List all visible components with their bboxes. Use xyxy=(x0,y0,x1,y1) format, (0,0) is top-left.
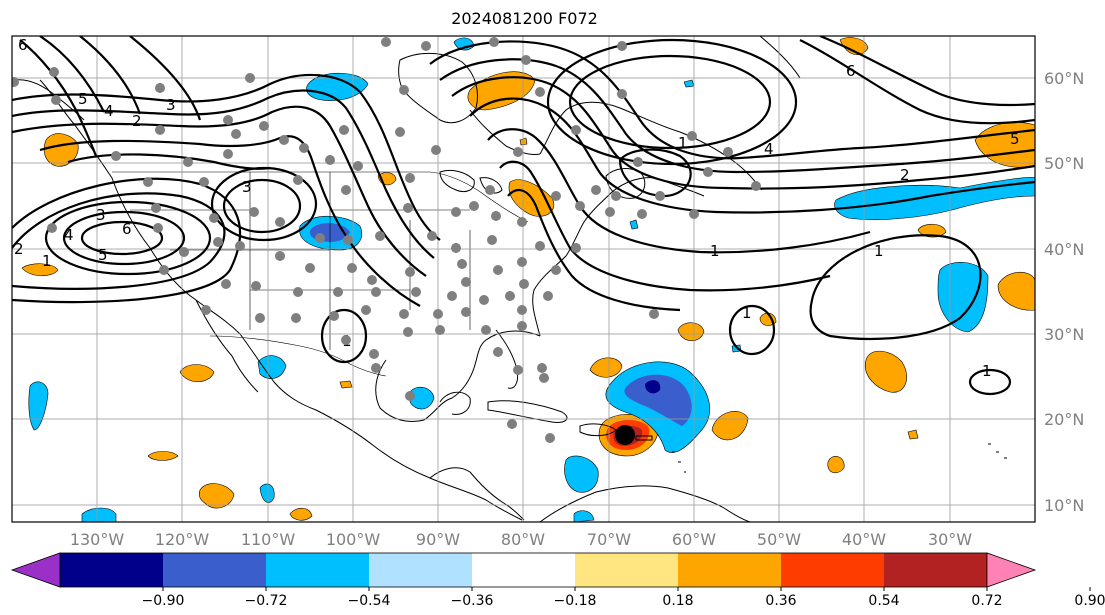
graticule xyxy=(12,36,1035,522)
colorbar-extend-low xyxy=(10,552,61,588)
borders xyxy=(112,171,529,377)
contour-label: 3 xyxy=(166,96,176,114)
map-title: 2024081200 F072 xyxy=(451,9,598,28)
latitude-labels: 60°N 50°N 40°N 30°N 20°N 10°N xyxy=(1044,69,1084,515)
map-frame xyxy=(11,35,1036,523)
lon-label: 110°W xyxy=(241,530,296,549)
contour-label: 1 xyxy=(678,134,688,152)
colorbar-tick-label: 0.54 xyxy=(868,593,899,609)
colorbar-segment xyxy=(781,553,885,587)
contour-label: 5 xyxy=(98,246,108,264)
contour-label: 6 xyxy=(18,36,28,54)
lat-label: 40°N xyxy=(1044,240,1084,259)
contour-label: 3 xyxy=(96,206,106,224)
colorbar-tick-label: 0.18 xyxy=(662,593,693,609)
contour-label: 4 xyxy=(104,102,114,120)
colorbar-segments xyxy=(59,552,988,588)
lon-label: 120°W xyxy=(155,530,210,549)
lon-label: 60°W xyxy=(672,530,716,549)
contour-label: 1 xyxy=(42,252,52,270)
contour-label: 4 xyxy=(64,226,74,244)
contour-label: 2 xyxy=(14,240,24,258)
contour-label: 1 xyxy=(982,362,992,380)
colorbar-segment xyxy=(163,553,267,587)
contour-label: 5 xyxy=(1010,130,1020,148)
colorbar-segment xyxy=(369,553,473,587)
colorbar-tick-label: 0.72 xyxy=(971,593,1002,609)
lat-label: 10°N xyxy=(1044,496,1084,515)
colorbar-tick-label: −0.90 xyxy=(142,593,185,609)
colorbar-segment xyxy=(60,553,164,587)
colorbar-tick-label: −0.72 xyxy=(245,593,288,609)
colorbar-segment xyxy=(678,553,782,587)
lat-label: 20°N xyxy=(1044,410,1084,429)
longitude-labels: 130°W 120°W 110°W 100°W 90°W 80°W 70°W 6… xyxy=(70,530,972,549)
lon-label: 70°W xyxy=(587,530,631,549)
contour-label: 6 xyxy=(122,220,132,238)
lon-label: 90°W xyxy=(416,530,460,549)
storm-center-marker xyxy=(615,425,635,445)
lon-label: 50°W xyxy=(757,530,801,549)
lon-label: 100°W xyxy=(326,530,381,549)
colorbar-segment xyxy=(884,553,988,587)
contour-label: 1 xyxy=(742,304,752,322)
contour-label: 6 xyxy=(846,62,856,80)
contour-label: 1 xyxy=(710,242,720,260)
colorbar-segment xyxy=(575,553,679,587)
contour-label: 3 xyxy=(242,178,252,196)
lon-label: 80°W xyxy=(501,530,545,549)
colorbar-tick-label: 0.90 xyxy=(1074,593,1105,609)
contour-label: 2 xyxy=(900,166,910,184)
colorbar-tick-label: −0.18 xyxy=(554,593,597,609)
colorbar-ticks: −0.90 −0.72 −0.54 −0.36 −0.18 0.18 0.36 0.54 0.7… xyxy=(142,587,1105,609)
lat-label: 50°N xyxy=(1044,154,1084,173)
colorbar-tick-label: −0.54 xyxy=(348,593,391,609)
contour-label: 2 xyxy=(132,112,142,130)
map-content: 6 5 4 3 2 1 3 6 4 5 2 3 1 6 4 5 2 1 1 1 … xyxy=(12,36,1035,522)
lon-label: 30°W xyxy=(928,530,972,549)
contour-label: 1 xyxy=(874,242,884,260)
lat-label: 60°N xyxy=(1044,69,1084,88)
contours xyxy=(12,36,1035,396)
contour-label: 4 xyxy=(764,140,774,158)
colorbar-tick-label: −0.36 xyxy=(451,593,494,609)
colorbar: −0.90 −0.72 −0.54 −0.36 −0.18 0.18 0.36 0.54 0.7… xyxy=(10,552,1105,609)
station-markers xyxy=(12,37,761,443)
colorbar-extend-high xyxy=(986,552,1037,588)
lon-label: 130°W xyxy=(70,530,125,549)
lat-label: 30°N xyxy=(1044,325,1084,344)
lon-label: 40°W xyxy=(842,530,886,549)
colorbar-tick-label: 0.36 xyxy=(765,593,796,609)
colorbar-segment xyxy=(472,553,576,587)
contour-label: 5 xyxy=(78,90,88,108)
colorbar-segment xyxy=(266,553,370,587)
